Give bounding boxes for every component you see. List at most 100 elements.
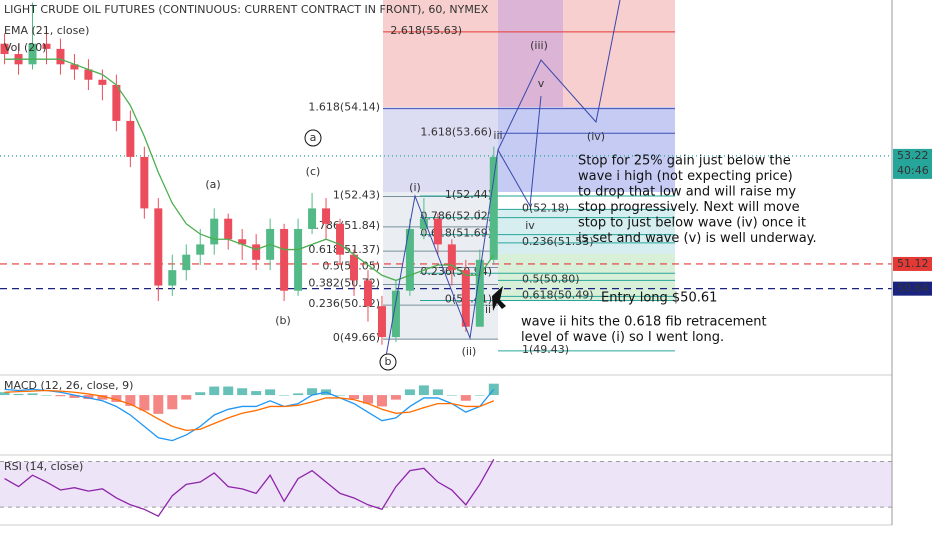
candle-body (238, 239, 247, 245)
price-label: 51.12 (897, 257, 929, 270)
macd-histogram-bar (432, 389, 443, 396)
fib-label: 1.618(53.66) (420, 125, 492, 138)
macd-histogram-bar (139, 395, 150, 411)
candle-body (280, 228, 289, 291)
labels: (a)(b)(c)ab(i)(ii)iiiiiiivv(iii)(iv)Stop… (205, 39, 817, 371)
price-lines (0, 155, 892, 290)
macd-histogram-bar (41, 395, 52, 396)
macd-histogram-bar (376, 395, 387, 407)
fib-label: 0.5(50.80) (522, 272, 580, 285)
fib-label: 0.618(50.49) (522, 288, 594, 301)
note-text: wave ii hits the 0.618 fib retracement (521, 315, 767, 330)
macd-line (4, 389, 495, 432)
candle-body (252, 244, 261, 260)
macd-histogram-bar (293, 393, 304, 396)
macd-histogram-bar (362, 395, 373, 404)
macd-histogram-bar (83, 395, 94, 400)
macd-line (4, 388, 495, 442)
fib-label: 2.618(55.63) (390, 24, 462, 37)
macd-histogram-bar (13, 393, 24, 396)
candle-body (377, 306, 386, 338)
macd-histogram-bar (69, 395, 80, 398)
candle-body (405, 228, 414, 291)
note-text: to drop that low and will raise my (578, 185, 796, 200)
wave-path (384, 95, 542, 363)
wave-label: iii (493, 129, 502, 142)
price-axis (892, 0, 932, 550)
note-text: level of wave (i) so I went long. (521, 330, 724, 345)
wave-label: (a) (205, 178, 220, 191)
zone (498, 107, 675, 192)
indicator-label: EMA (21, close) (4, 24, 89, 37)
zone (498, 254, 675, 300)
candles (0, 2, 499, 518)
candle-body (336, 223, 345, 255)
fib-label: 0.618(51.37) (308, 243, 380, 256)
zone (498, 209, 675, 254)
zone (383, 107, 498, 192)
axes: 53.22 40:46 51.12 50.64 (893, 148, 932, 296)
macd-histogram-bar (251, 391, 262, 396)
fib-label: 0.786(51.84) (308, 219, 380, 232)
fib-label: 1.618(54.14) (308, 101, 380, 114)
candle-body (350, 254, 359, 281)
price-label: 53.22 (897, 149, 929, 162)
wave-label: v (538, 77, 545, 90)
candle-body (294, 228, 303, 291)
fib-label: 1(52.43) (333, 189, 380, 202)
macd-histogram-bar (265, 389, 276, 396)
wave-label: (ii) (462, 345, 477, 358)
wave-label: b (385, 355, 392, 368)
candle-body (70, 64, 79, 70)
indicator-label: Vol (20) (4, 41, 47, 54)
macd-histogram-bar (335, 395, 346, 396)
candle-body (0, 43, 9, 55)
fib-label: 0(52.18) (522, 201, 569, 214)
candle-body (42, 43, 51, 49)
candle-body (322, 208, 331, 224)
price-label-box (893, 256, 932, 271)
candle-body (98, 79, 107, 85)
macd-histogram-bar (111, 395, 122, 402)
note-text: wave i high (not expecting price) (578, 169, 793, 184)
macd-histogram-bar (27, 393, 38, 396)
wave-label: i (477, 208, 480, 221)
wave-label: ii (485, 303, 491, 316)
price-label-box (893, 281, 932, 296)
candle-body (489, 156, 498, 260)
candle-body (447, 244, 456, 271)
wave-circle (304, 129, 322, 147)
wave-label: iv (525, 219, 535, 232)
macd-histogram-bar (446, 395, 457, 396)
wave-label: (iv) (587, 130, 605, 143)
candle-body (391, 290, 400, 338)
fib-levels: 2.618(55.63) 1.618(54.14) 1.618(53.66) 1(52… (308, 24, 675, 356)
rsi-line (4, 458, 495, 518)
macd-histogram-bar (223, 386, 234, 396)
candle-body (84, 69, 93, 80)
candle-body (126, 120, 135, 157)
note-text: stop progressively. Next will move (578, 200, 800, 215)
macd-histogram-bar (167, 395, 178, 410)
indicator-label: RSI (14, close) (4, 460, 83, 473)
wave-label: a (310, 131, 317, 144)
indicator-label: MACD (12, 26, close, 9) (4, 379, 133, 392)
macd-histogram-bar (237, 388, 248, 396)
macd-histogram-bar (404, 389, 415, 396)
note-text: stop to just below wave (iv) once it (578, 216, 806, 231)
candle-body (419, 218, 428, 229)
candle-body (308, 208, 317, 229)
price-label-box (893, 148, 932, 179)
candle-body (182, 254, 191, 271)
fib-label: 1(52.44) (445, 188, 492, 201)
macd-histogram-bar (307, 388, 318, 396)
candle-body (475, 259, 484, 327)
fib-label: 0.236(50.32) (308, 297, 380, 310)
wave-circle (379, 353, 397, 371)
price-label: 50.64 (897, 282, 929, 295)
macd-histogram-bar (460, 395, 471, 401)
note-text: Stop for 25% gain just below the (578, 154, 791, 169)
note-text: is set and wave (v) is well underway. (578, 231, 817, 246)
projection-path (497, 0, 621, 151)
